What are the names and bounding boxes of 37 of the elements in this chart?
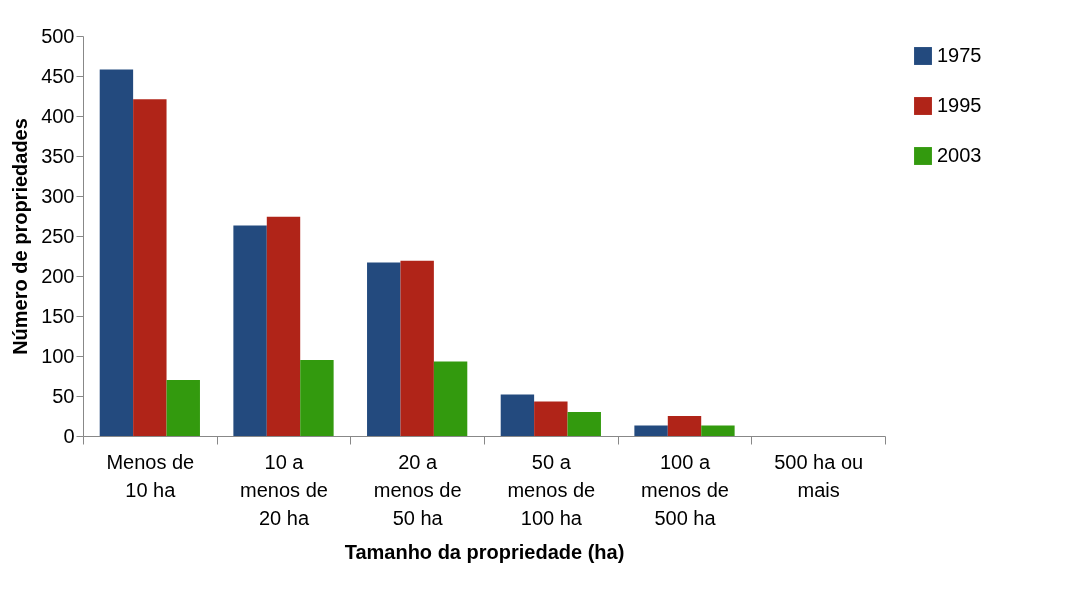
y-tick-label: 400 [41, 104, 75, 127]
y-tick-label: 150 [41, 304, 75, 327]
y-tick-label: 450 [41, 64, 75, 87]
legend-label: 2003 [937, 144, 982, 166]
bar [233, 225, 267, 436]
bar [534, 401, 568, 436]
y-tick-label: 0 [63, 424, 75, 447]
x-tick-label: 50 a menos de 100 ha [507, 450, 596, 529]
bar [634, 425, 668, 436]
x-tick-label: 500 ha ou mais [774, 450, 864, 501]
bar [701, 425, 735, 436]
x-tick-label: Menos de 10 ha [106, 450, 195, 501]
legend-label: 1975 [937, 44, 982, 66]
x-tick-label: 20 a menos de 50 ha [373, 450, 462, 529]
bar [500, 394, 535, 436]
x-tick-label: 10 a menos de 20 ha [240, 450, 328, 529]
bar [133, 99, 167, 436]
y-tick-label: 100 [41, 344, 75, 367]
bar [667, 416, 702, 436]
bar [400, 260, 434, 436]
bar [266, 216, 301, 436]
bar [99, 69, 134, 436]
y-tick-label: 200 [41, 264, 75, 287]
y-tick-label: 350 [41, 144, 75, 167]
bar [433, 361, 468, 436]
y-tick-label: 250 [41, 224, 75, 247]
x-tick-label: 100 a menos de 500 ha [641, 450, 729, 529]
bar [367, 262, 401, 436]
legend-label: 1995 [937, 94, 982, 116]
y-tick-label: 300 [41, 184, 75, 207]
y-tick-label: 50 [52, 384, 75, 407]
bar [300, 360, 334, 436]
bar [567, 412, 601, 436]
bar [166, 380, 200, 436]
y-axis-title: Número de propriedades [9, 118, 32, 355]
y-tick-label: 500 [41, 24, 75, 47]
x-axis-title: Tamanho da propriedade (ha) [344, 540, 625, 563]
